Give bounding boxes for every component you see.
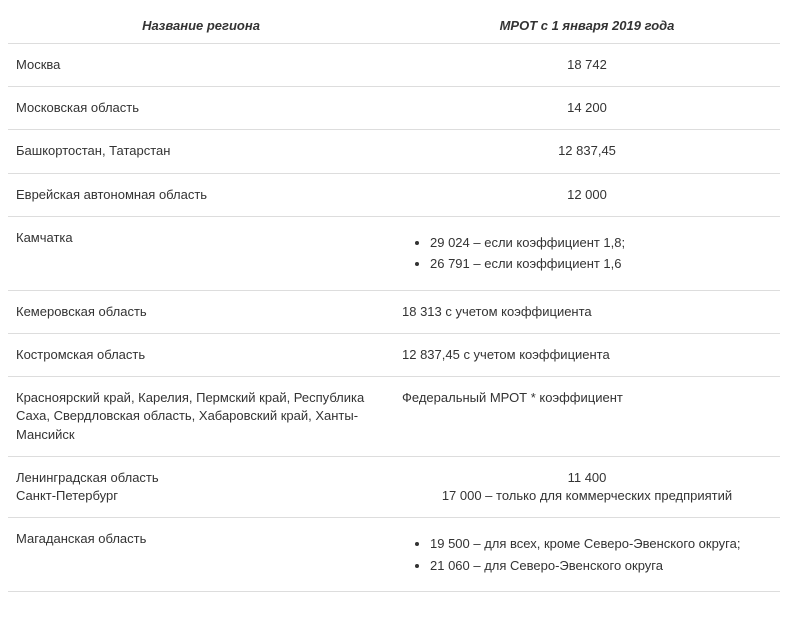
value-bullet-item: 19 500 – для всех, кроме Северо-Эвенског… xyxy=(430,534,772,554)
cell-region: Ленинградская областьСанкт-Петербург xyxy=(8,456,394,517)
table-row: Ленинградская областьСанкт-Петербург11 4… xyxy=(8,456,780,517)
value-line: 11 400 xyxy=(402,469,772,487)
cell-region: Московская область xyxy=(8,87,394,130)
table-row: Магаданская область 19 500 – для всех, кр… xyxy=(8,518,780,592)
cell-value: 18 742 xyxy=(394,44,780,87)
value-bullet-item: 29 024 – если коэффициент 1,8; xyxy=(430,233,772,253)
table-body: Москва18 742Московская область14 200Башк… xyxy=(8,44,780,592)
cell-region: Москва xyxy=(8,44,394,87)
value-bullet-list: 29 024 – если коэффициент 1,8;26 791 – е… xyxy=(402,233,772,274)
table-header-row: Название региона МРОТ с 1 января 2019 го… xyxy=(8,8,780,44)
cell-region: Кемеровская область xyxy=(8,290,394,333)
value-bullet-list: 19 500 – для всех, кроме Северо-Эвенског… xyxy=(402,534,772,575)
table-row: Московская область14 200 xyxy=(8,87,780,130)
cell-value: Федеральный МРОТ * коэффициент xyxy=(394,377,780,457)
cell-region: Башкортостан, Татарстан xyxy=(8,130,394,173)
cell-value: 14 200 xyxy=(394,87,780,130)
table-row: Красноярский край, Карелия, Пермский кра… xyxy=(8,377,780,457)
cell-value: 12 837,45 с учетом коэффициента xyxy=(394,333,780,376)
cell-region: Камчатка xyxy=(8,216,394,290)
col-header-region: Название региона xyxy=(8,8,394,44)
cell-value: 12 000 xyxy=(394,173,780,216)
table-row: Башкортостан, Татарстан12 837,45 xyxy=(8,130,780,173)
cell-value: 29 024 – если коэффициент 1,8;26 791 – е… xyxy=(394,216,780,290)
cell-region: Костромская область xyxy=(8,333,394,376)
cell-value: 11 40017 000 – только для коммерческих п… xyxy=(394,456,780,517)
table-row: Камчатка29 024 – если коэффициент 1,8;26… xyxy=(8,216,780,290)
value-bullet-item: 21 060 – для Северо-Эвенского округа xyxy=(430,556,772,576)
value-multiline: 11 40017 000 – только для коммерческих п… xyxy=(402,469,772,505)
value-bullet-item: 26 791 – если коэффициент 1,6 xyxy=(430,254,772,274)
cell-region: Магаданская область xyxy=(8,518,394,592)
table-row: Костромская область12 837,45 с учетом ко… xyxy=(8,333,780,376)
table-row: Кемеровская область18 313 с учетом коэфф… xyxy=(8,290,780,333)
value-line: 17 000 – только для коммерческих предпри… xyxy=(402,487,772,505)
table-row: Еврейская автономная область12 000 xyxy=(8,173,780,216)
table-row: Москва18 742 xyxy=(8,44,780,87)
cell-region: Еврейская автономная область xyxy=(8,173,394,216)
cell-value: 12 837,45 xyxy=(394,130,780,173)
cell-value: 18 313 с учетом коэффициента xyxy=(394,290,780,333)
cell-value: 19 500 – для всех, кроме Северо-Эвенског… xyxy=(394,518,780,592)
mrot-table: Название региона МРОТ с 1 января 2019 го… xyxy=(8,8,780,592)
col-header-value: МРОТ с 1 января 2019 года xyxy=(394,8,780,44)
cell-region: Красноярский край, Карелия, Пермский кра… xyxy=(8,377,394,457)
